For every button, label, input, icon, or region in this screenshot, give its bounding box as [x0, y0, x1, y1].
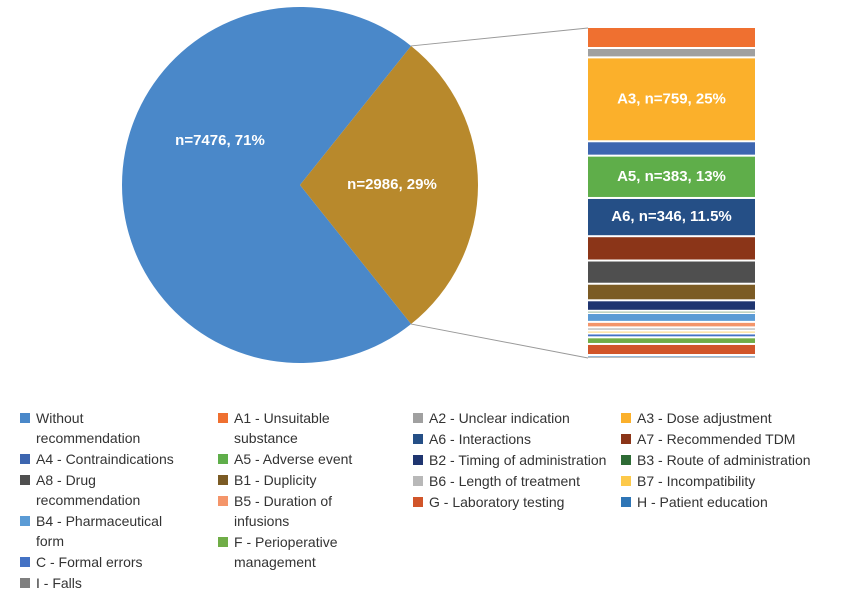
- legend-label: F - Perioperative management: [234, 534, 338, 570]
- bar-segment: [588, 198, 755, 236]
- legend-swatch: [20, 454, 30, 464]
- legend-swatch: [20, 578, 30, 588]
- bar-segment: [588, 338, 755, 343]
- legend-label: A8 - Drug recommendation: [36, 472, 141, 508]
- bar-segment: [588, 301, 755, 310]
- legend-label: G - Laboratory testing: [429, 494, 565, 510]
- legend-column: A2 - Unclear indication A6 - Interactions…: [413, 408, 607, 513]
- bar-label: A6, n=346, 11.5%: [611, 208, 732, 225]
- legend-item: A3 - Dose adjustment: [621, 408, 847, 428]
- legend-item: A5 - Adverse event: [218, 449, 379, 469]
- legend-column: A1 - Unsuitable substance A5 - Adverse ev…: [218, 408, 379, 573]
- legend-item: A7 - Recommended TDM: [621, 429, 847, 449]
- legend-swatch: [218, 496, 228, 506]
- legend-item: A4 - Contraindications: [20, 449, 186, 469]
- legend-swatch: [218, 475, 228, 485]
- legend-label: A6 - Interactions: [429, 431, 531, 447]
- legend-swatch: [218, 537, 228, 547]
- bar-segment: [588, 58, 755, 141]
- legend-item: B1 - Duplicity: [218, 470, 379, 490]
- legend-swatch: [218, 454, 228, 464]
- connector: [411, 323, 589, 359]
- legend-column: Without recommendation A4 - Contraindicat…: [20, 408, 186, 594]
- legend-label: A5 - Adverse event: [234, 451, 353, 467]
- legend-column: A3 - Dose adjustment A7 - Recommended TDM…: [621, 408, 847, 513]
- bar-segment: [588, 328, 755, 330]
- legend-label: A1 - Unsuitable substance: [234, 410, 330, 446]
- legend-label: B5 - Duration of infusions: [234, 493, 333, 529]
- bar-segment: [588, 28, 755, 47]
- legend-swatch: [413, 497, 423, 507]
- bar-segment: [588, 311, 755, 313]
- legend-label: H - Patient education: [637, 494, 768, 510]
- chart: n=7476, 71% n=2986, 29% A3, n=759, 25% A5, …: [122, 6, 755, 364]
- bar-segment: [588, 142, 755, 155]
- legend-label: A2 - Unclear indication: [429, 410, 570, 426]
- bar-segment: [588, 48, 755, 57]
- legend-item: A6 - Interactions: [413, 429, 607, 449]
- legend-item: B4 - Pharmaceutical form: [20, 511, 186, 551]
- legend-item: B5 - Duration of infusions: [218, 491, 379, 531]
- legend-swatch: [20, 557, 30, 567]
- legend-label: Without recommendation: [36, 410, 141, 446]
- legend-item: Without recommendation: [20, 408, 186, 448]
- legend-swatch: [621, 434, 631, 444]
- legend-item: B3 - Route of administration: [621, 450, 847, 470]
- legend-swatch: [621, 497, 631, 507]
- legend-label: A7 - Recommended TDM: [637, 431, 796, 447]
- bar-segment: [588, 284, 755, 300]
- bar-segment: [588, 334, 755, 337]
- legend-item: A2 - Unclear indication: [413, 408, 607, 428]
- bar-segment: [588, 156, 755, 197]
- legend-swatch: [20, 413, 30, 423]
- legend-item: B2 - Timing of administration: [413, 450, 607, 470]
- bar-segment: [588, 344, 755, 355]
- bar-segment: [588, 261, 755, 283]
- legend-swatch: [621, 476, 631, 486]
- legend-swatch: [218, 413, 228, 423]
- legend-swatch: [413, 476, 423, 486]
- bar-segment: [588, 356, 755, 357]
- legend-swatch: [413, 455, 423, 465]
- legend-item: C - Formal errors: [20, 552, 186, 572]
- legend-item: B6 - Length of treatment: [413, 471, 607, 491]
- legend-swatch: [621, 413, 631, 423]
- legend-swatch: [621, 455, 631, 465]
- legend-label: B6 - Length of treatment: [429, 473, 580, 489]
- legend-item: I - Falls: [20, 573, 186, 593]
- legend-swatch: [20, 475, 30, 485]
- bar-label: A3, n=759, 25%: [617, 90, 726, 107]
- bar-segment: [588, 322, 755, 327]
- legend-label: I - Falls: [36, 575, 82, 591]
- pie-slice: [300, 45, 478, 325]
- pie-label: n=2986, 29%: [347, 176, 437, 193]
- legend-item: A1 - Unsuitable substance: [218, 408, 379, 448]
- bar-label: A5, n=383, 13%: [617, 168, 726, 185]
- bar-segment: [588, 237, 755, 260]
- legend-item: F - Perioperative management: [218, 532, 379, 572]
- legend-label: B7 - Incompatibility: [637, 473, 756, 489]
- legend-swatch: [413, 413, 423, 423]
- connector: [411, 27, 589, 47]
- legend-item: G - Laboratory testing: [413, 492, 607, 512]
- legend-item: H - Patient education: [621, 492, 847, 512]
- legend-label: C - Formal errors: [36, 554, 143, 570]
- legend-item: A8 - Drug recommendation: [20, 470, 186, 510]
- legend-label: B4 - Pharmaceutical form: [36, 513, 163, 549]
- legend-label: A3 - Dose adjustment: [637, 410, 772, 426]
- legend-label: A4 - Contraindications: [36, 451, 174, 467]
- legend-swatch: [413, 434, 423, 444]
- bar-segment: [588, 314, 755, 321]
- legend-label: B1 - Duplicity: [234, 472, 317, 488]
- legend-item: B7 - Incompatibility: [621, 471, 847, 491]
- pie-label: n=7476, 71%: [175, 132, 265, 149]
- legend-swatch: [20, 516, 30, 526]
- legend-label: B2 - Timing of administration: [429, 452, 607, 468]
- bar-segment: [588, 357, 755, 358]
- pie-slice: [122, 6, 412, 364]
- bar-segment: [588, 331, 755, 333]
- legend-label: B3 - Route of administration: [637, 452, 811, 468]
